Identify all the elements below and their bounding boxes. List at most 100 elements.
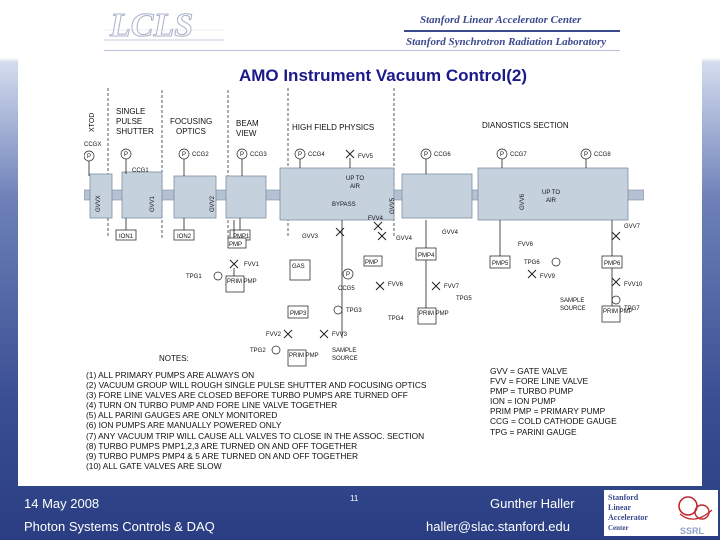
up-to-air-2: UP TO AIR	[542, 190, 560, 204]
note-item: (4) TURN ON TURBO PUMP AND FORE LINE VAL…	[86, 400, 338, 411]
header-divider	[404, 30, 620, 32]
gauge-tpg4: TPG4	[388, 316, 404, 322]
gauge-ccg2: P CCG2	[178, 148, 209, 176]
svg-text:UP TO: UP TO	[346, 176, 364, 182]
gauge-tpg6: TPG6	[524, 257, 561, 267]
svg-text:P: P	[87, 154, 91, 160]
header-institution-1: Stanford Linear Accelerator Center	[420, 14, 582, 26]
svg-text:SOURCE: SOURCE	[560, 306, 586, 312]
label-optics: OPTICS	[176, 127, 206, 136]
label-beam: BEAM	[236, 119, 259, 128]
svg-text:TPG2: TPG2	[250, 348, 266, 354]
svg-text:P: P	[346, 272, 350, 278]
valve-gvv1: GVV1	[150, 195, 156, 212]
diagnostics-chamber	[477, 167, 629, 221]
svg-text:PMP4: PMP4	[418, 253, 435, 259]
pump-pmp2: PMP	[227, 220, 247, 249]
pump-ion2: ION2	[173, 218, 195, 241]
gauge-tpg2: TPG2	[250, 345, 281, 355]
gauge-tpg3: TPG3	[333, 305, 362, 315]
notes-list: (1) ALL PRIMARY PUMPS ARE ALWAYS ON (2) …	[86, 370, 426, 471]
gauge-ccg4: P CCG4	[294, 148, 325, 168]
svg-text:UP TO: UP TO	[542, 190, 560, 196]
lcls-logo: LCLS	[104, 7, 224, 45]
sample-source-2: SAMPLE SOURCE	[560, 298, 586, 312]
svg-text:GVV4: GVV4	[396, 236, 413, 242]
legend-item: PRIM PMP = PRIMARY PUMP	[490, 406, 606, 417]
svg-text:PRIM PMP: PRIM PMP	[289, 353, 319, 359]
svg-text:TPG3: TPG3	[346, 308, 362, 314]
svg-text:P: P	[124, 152, 128, 158]
svg-text:TPG7: TPG7	[624, 306, 640, 312]
valve-gvv2: GVV2	[210, 195, 216, 212]
slac-logo-line3: Accelerator	[608, 513, 648, 522]
svg-text:FVV10: FVV10	[624, 282, 643, 288]
svg-text:CCG2: CCG2	[192, 152, 209, 158]
page-number: 11	[350, 494, 359, 503]
pump-prim-2: PRIM PMP	[287, 349, 319, 367]
valve-gvv4-b: GVV4	[442, 230, 459, 236]
header-bar	[0, 0, 720, 58]
svg-text:AIR: AIR	[546, 198, 557, 204]
svg-text:CCG4: CCG4	[308, 152, 325, 158]
page-title: AMO Instrument Vacuum Control(2)	[238, 66, 528, 85]
pump-prim-1: PRIM PMP	[225, 275, 257, 293]
note-item: (2) VACUUM GROUP WILL ROUGH SINGLE PULSE…	[86, 380, 427, 391]
single-pulse-chamber	[121, 171, 163, 219]
svg-text:PMP: PMP	[365, 260, 378, 266]
vacuum-schematic: XTOD SINGLE PULSE SHUTTER FOCUSING OPTIC…	[84, 88, 644, 367]
label-high-field: HIGH FIELD PHYSICS	[292, 123, 374, 132]
svg-text:PMP3: PMP3	[290, 311, 307, 317]
notes-title: NOTES:	[159, 354, 189, 363]
svg-text:SAMPLE: SAMPLE	[560, 298, 584, 304]
note-item: (5) ALL PARINI GAUGES ARE ONLY MONITORED	[86, 410, 278, 421]
svg-text:FVV7: FVV7	[444, 284, 460, 290]
svg-text:TPG6: TPG6	[524, 260, 540, 266]
svg-text:FVV5: FVV5	[358, 154, 374, 160]
svg-text:CCG8: CCG8	[594, 152, 611, 158]
header-institution-2: Stanford Synchrotron Radiation Laborator…	[406, 36, 607, 48]
header-rule	[104, 50, 620, 51]
svg-text:PMP: PMP	[229, 242, 242, 248]
pump-pmp1: PMP1	[229, 218, 251, 241]
gauge-ccg7: P CCG7	[496, 148, 527, 168]
legend-item: CCG = COLD CATHODE GAUGE	[490, 416, 617, 427]
svg-text:GVV7: GVV7	[624, 224, 641, 230]
pump-prim-3: PRIM PMP	[417, 307, 449, 325]
note-item: (8) TURBO PUMPS PMP1,2,3 ARE TURNED ON A…	[86, 440, 358, 451]
label-xtod: XTOD	[89, 113, 96, 132]
pump-gas: GAS	[289, 259, 311, 281]
pump-pmp3: PMP3	[287, 305, 309, 319]
svg-text:P: P	[182, 152, 186, 158]
gauge-ccg8: P CCG8	[580, 148, 611, 168]
note-item: (1) ALL PRIMARY PUMPS ARE ALWAYS ON	[86, 370, 255, 380]
valve-fvv9: FVV9	[527, 269, 556, 280]
svg-text:SAMPLE: SAMPLE	[332, 348, 356, 354]
svg-text:PRIM PMP: PRIM PMP	[419, 311, 449, 317]
valve-fvv6: FVV6	[518, 242, 534, 248]
svg-text:P: P	[584, 152, 588, 158]
svg-text:P: P	[424, 152, 428, 158]
valve-fvv7: FVV7	[431, 281, 460, 291]
lcls-logo-text: LCLS	[109, 7, 193, 44]
ssrl-logo-text: SSRL	[680, 526, 705, 536]
sample-source-1: SAMPLE SOURCE	[332, 348, 358, 362]
valve-fvv4: FVV4	[368, 216, 384, 231]
pump-ion1: ION1	[115, 218, 137, 241]
label-focusing: FOCUSING	[170, 117, 212, 126]
svg-text:FVV6: FVV6	[388, 282, 404, 288]
svg-text:CCG5: CCG5	[338, 286, 355, 292]
note-item: (10) ALL GATE VALVES ARE SLOW	[86, 460, 222, 471]
pump-pmp-hf: PMP	[363, 255, 383, 267]
content-panel: AMO Instrument Vacuum Control(2) XTOD SI…	[18, 58, 702, 486]
valve-fvv3: FVV3	[319, 329, 348, 339]
valve-gvv3: GVV3	[302, 227, 345, 240]
valve-gvv4: GVV4	[377, 231, 413, 242]
svg-text:PRIM PMP: PRIM PMP	[603, 309, 633, 315]
svg-text:PRIM PMP: PRIM PMP	[227, 279, 257, 285]
svg-text:FVV1: FVV1	[244, 262, 260, 268]
pump-pmp6: PMP6	[601, 255, 623, 269]
note-item: (9) TURBO PUMPS PMP4 & 5 ARE TURNED ON A…	[86, 450, 359, 461]
beam-view-chamber	[225, 175, 267, 219]
footer-email: haller@slac.stanford.edu	[426, 519, 570, 534]
